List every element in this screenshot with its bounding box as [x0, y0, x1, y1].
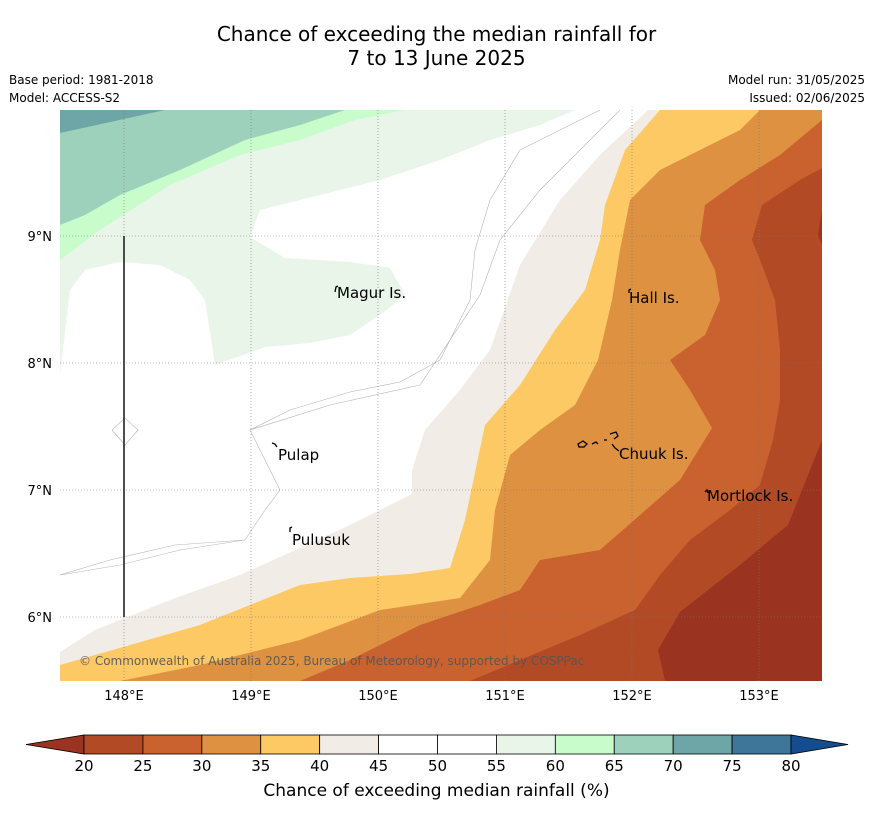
lon-tick-labels: 148°E 149°E 150°E 151°E 152°E 153°E — [104, 689, 779, 704]
colorbar-tick-label: 40 — [310, 757, 329, 775]
place-label-chuuk: Chuuk Is. — [619, 445, 688, 463]
lat-tick-label: 8°N — [28, 357, 53, 372]
model-run: Model run: 31/05/2025 — [727, 73, 865, 87]
colorbar-swatch — [613, 734, 674, 755]
colorbar-tick-label: 55 — [487, 757, 506, 775]
colorbar-tick-label: 75 — [723, 757, 742, 775]
colorbar-swatch — [142, 734, 203, 755]
colorbar-tick-label: 80 — [781, 757, 800, 775]
issued-date: Issued: 02/06/2025 — [749, 91, 865, 105]
place-label-magur: Magur Is. — [337, 284, 406, 302]
band-20-25 — [470, 168, 822, 681]
lat-tick-label: 7°N — [28, 484, 53, 499]
pulap-island-mark — [271, 442, 278, 448]
band-65-70 — [60, 110, 345, 225]
place-labels: Magur Is. Hall Is. Pulap Chuuk Is. Mortl… — [278, 284, 793, 549]
mortlock-island-mark — [704, 488, 709, 494]
base-period: Base period: 1981-2018 — [9, 73, 154, 87]
place-label-mortlock: Mortlock Is. — [707, 487, 793, 505]
magur-island-mark — [334, 285, 339, 293]
place-label-pulap: Pulap — [278, 446, 319, 464]
colorbar-tick-label: 50 — [428, 757, 447, 775]
colorbar-swatch — [672, 734, 733, 755]
colorbar — [25, 734, 849, 755]
colorbar-tick-label: 70 — [664, 757, 683, 775]
band-below-20 — [658, 440, 822, 681]
island-marks — [271, 285, 709, 532]
lon-tick-label: 153°E — [739, 689, 779, 704]
colorbar-tick-labels: 20 25 30 35 40 45 50 55 60 65 70 75 80 — [74, 757, 800, 775]
chart-title: Chance of exceeding the median rainfall … — [0, 22, 873, 70]
colorbar-swatch — [437, 734, 497, 755]
colorbar-tick-label: 25 — [133, 757, 152, 775]
lat-tick-labels: 9°N 8°N 7°N 6°N — [28, 230, 53, 626]
colorbar-swatch — [83, 734, 144, 755]
place-label-pulusuk: Pulusuk — [292, 531, 350, 549]
colorbar-swatch — [496, 734, 556, 755]
title-line-2: 7 to 13 June 2025 — [347, 46, 526, 70]
lat-tick-label: 6°N — [28, 611, 53, 626]
colorbar-tick-label: 65 — [605, 757, 624, 775]
colorbar-tick-label: 20 — [74, 757, 93, 775]
colorbar-swatch — [378, 734, 438, 755]
colorbar-label: Chance of exceeding median rainfall (%) — [263, 781, 610, 801]
colorbar-tick-label: 35 — [251, 757, 270, 775]
colorbar-extend-high — [790, 734, 849, 755]
chuuk-island-mark — [577, 431, 620, 452]
colorbar-tick-label: 60 — [546, 757, 565, 775]
place-label-hall: Hall Is. — [629, 289, 680, 307]
copyright-notice: © Commonwealth of Australia 2025, Bureau… — [79, 654, 584, 668]
colorbar-swatch — [554, 734, 615, 755]
map-panel: Magur Is. Hall Is. Pulap Chuuk Is. Mortl… — [60, 110, 822, 681]
colorbar-tick-label: 30 — [192, 757, 211, 775]
lon-tick-label: 148°E — [104, 689, 144, 704]
colorbar-extend-low — [25, 734, 85, 755]
band-70-75 — [60, 110, 165, 133]
contour-lines — [60, 110, 621, 576]
lon-tick-label: 150°E — [358, 689, 398, 704]
pulusuk-island-mark — [289, 526, 293, 532]
colorbar-swatch — [260, 734, 321, 755]
lat-tick-label: 9°N — [28, 230, 53, 245]
hall-island-mark — [628, 288, 632, 293]
lon-tick-label: 151°E — [485, 689, 525, 704]
title-line-1: Chance of exceeding the median rainfall … — [216, 22, 657, 46]
meta-right: Model run: 31/05/2025 Issued: 02/06/2025 — [728, 71, 865, 107]
model-name: Model: ACCESS-S2 — [9, 91, 121, 105]
colorbar-tick-label: 45 — [369, 757, 388, 775]
meta-left: Base period: 1981-2018 Model: ACCESS-S2 — [9, 71, 154, 107]
lon-tick-label: 152°E — [612, 689, 652, 704]
colorbar-swatch — [319, 734, 379, 755]
colorbar-swatch — [731, 734, 792, 755]
lon-tick-label: 149°E — [231, 689, 271, 704]
colorbar-swatch — [201, 734, 262, 755]
